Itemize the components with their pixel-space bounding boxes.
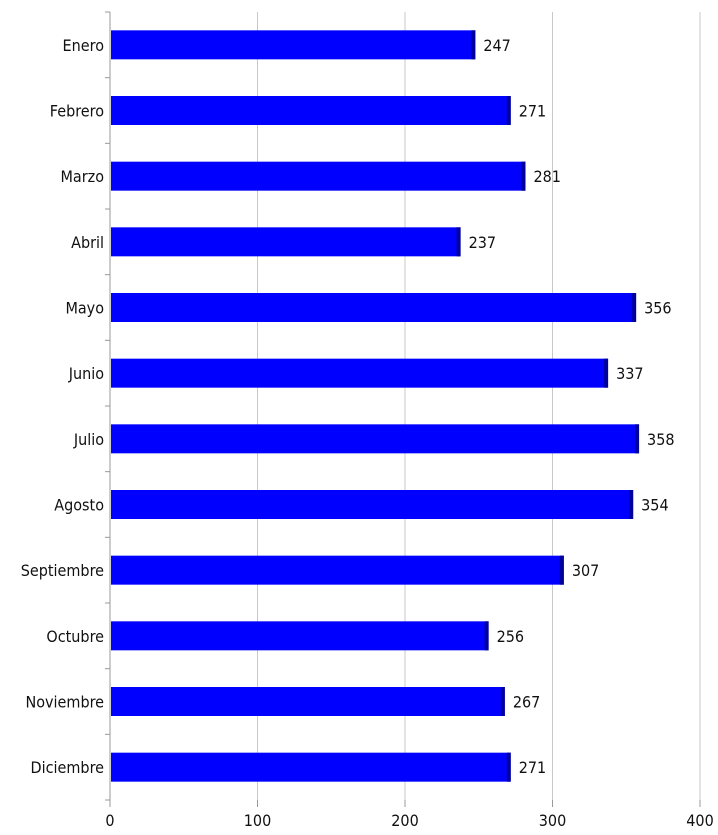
bar-edge (471, 30, 475, 59)
bar (111, 490, 633, 519)
value-label: 356 (644, 299, 671, 318)
bar (111, 424, 639, 453)
bar-edge (629, 490, 633, 519)
category-label: Agosto (54, 496, 104, 515)
x-tick-label: 100 (244, 811, 271, 830)
bar-edge (457, 227, 461, 256)
x-tick-label: 200 (391, 811, 418, 830)
value-label: 271 (519, 102, 546, 121)
bar-edge (507, 96, 511, 125)
category-label: Abril (71, 233, 104, 252)
bar (111, 359, 608, 388)
bar (111, 30, 475, 59)
grid-layer (258, 12, 701, 800)
bar (111, 753, 511, 782)
x-tick-label: 400 (686, 811, 713, 830)
value-label: 354 (641, 496, 668, 515)
bar-edge (604, 359, 608, 388)
value-label: 271 (519, 758, 546, 777)
category-label: Diciembre (31, 758, 105, 777)
category-label: Febrero (50, 102, 104, 121)
bars-layer (111, 30, 639, 781)
bar-edge (635, 424, 639, 453)
bar (111, 162, 525, 191)
x-tick-label: 300 (539, 811, 566, 830)
category-label: Octubre (46, 627, 104, 646)
value-label: 337 (616, 364, 643, 383)
bar (111, 621, 489, 650)
category-label: Mayo (65, 299, 104, 318)
category-label: Enero (63, 36, 105, 55)
bar-edge (485, 621, 489, 650)
bar (111, 227, 461, 256)
bar-edge (521, 162, 525, 191)
bar-edge (632, 293, 636, 322)
bar (111, 293, 636, 322)
value-label: 307 (572, 561, 599, 580)
bar (111, 556, 564, 585)
bar-edge (507, 753, 511, 782)
bar (111, 687, 505, 716)
category-label: Junio (68, 364, 104, 383)
bar-edge (560, 556, 564, 585)
value-label: 237 (469, 233, 496, 252)
bar-edge (501, 687, 505, 716)
bar (111, 96, 511, 125)
category-label: Noviembre (25, 693, 104, 712)
category-label: Julio (73, 430, 104, 449)
category-label: Marzo (60, 167, 104, 186)
x-tick-label: 0 (105, 811, 114, 830)
value-label: 256 (497, 627, 524, 646)
value-label: 247 (483, 36, 510, 55)
value-label: 267 (513, 693, 540, 712)
value-label: 281 (533, 167, 560, 186)
value-label: 358 (647, 430, 674, 449)
category-label: Septiembre (21, 561, 104, 580)
